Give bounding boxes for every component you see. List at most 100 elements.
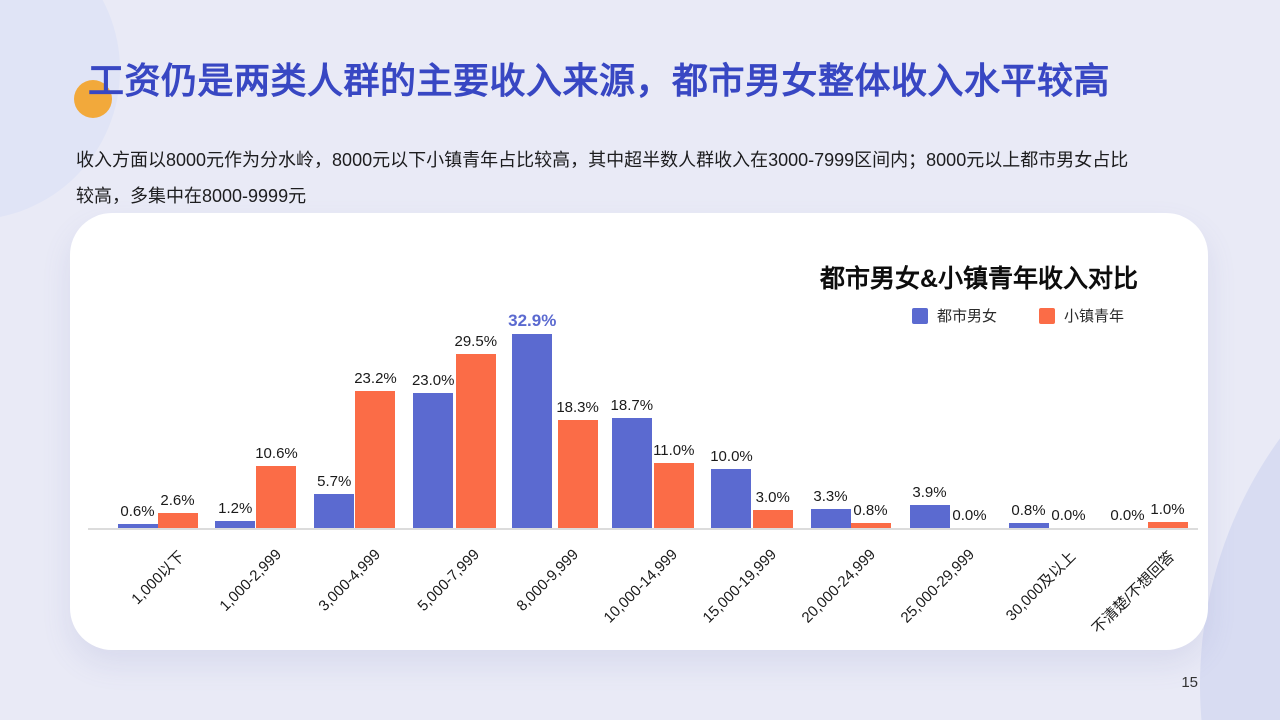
value-label: 2.6% [160,492,195,509]
bar-小镇青年-10,000-14,999 [653,463,694,528]
bar-with-label: 3.9% [909,484,950,528]
x-axis-label: 不清楚/不想回答 [1088,548,1178,638]
bar-with-label: 18.3% [556,400,599,528]
value-label: 0.8% [1011,502,1046,519]
x-axis-cell: 3,000-4,999 [306,530,405,648]
bar-with-label: 2.6% [157,492,198,528]
bar-with-label: 11.0% [653,443,694,528]
x-axis-cell: 25,000-29,999 [897,530,999,648]
value-label: 3.0% [755,489,790,506]
bar-with-label: 0.6% [117,503,158,528]
bar-group: 0.8% 0.0% [999,503,1098,528]
bar-with-label: 0.0% [1108,508,1148,528]
x-axis-label: 30,000及以上 [1002,548,1079,625]
value-label: 0.0% [952,507,987,524]
x-axis-cell: 20,000-24,999 [798,530,900,648]
legend-label: 都市男女 [936,308,997,325]
bar-with-label: 0.8% [1008,502,1049,528]
bar-with-label: 0.0% [1049,508,1089,528]
value-label: 18.3% [556,399,599,416]
bar-with-label: 5.7% [314,473,355,528]
bar-都市男女-20,000-24,999 [810,509,851,528]
value-label: 11.0% [653,442,695,459]
bar-都市男女-25,000-29,999 [909,505,950,528]
bar-都市男女-1,000-2,999 [215,521,256,528]
bar-小镇青年-5,000-7,999 [455,354,496,528]
slide-header: 工资仍是两类人群的主要收入来源，都市男女整体收入水平较高 [74,52,1111,118]
bar-group: 0.0% 1.0% [1098,502,1197,528]
bar-group: 3.3% 0.8% [801,489,900,528]
value-label: 23.0% [411,372,455,389]
bar-with-label: 1.2% [215,501,256,528]
x-axis-cell: 10,000-14,999 [600,530,702,648]
bar-小镇青年-不清楚/不想回答 [1147,522,1188,528]
bar-with-label: 0.0% [950,508,990,528]
x-axis-label: 3,000-4,999 [314,546,384,615]
bar-group: 32.9% 18.3% [504,312,603,528]
x-axis-cell: 1,000-2,999 [207,530,306,648]
bar-都市男女-5,000-7,999 [413,393,454,528]
x-axis-label: 15,000-19,999 [699,546,780,627]
bar-chart: 0.6% 2.6% 1.2% 10.6% 5.7% 23.2% 23.0% 29.5% 32.9… [88,312,1198,648]
x-axis-cell: 8,000-9,999 [504,530,603,648]
x-axis-line [88,528,1198,530]
value-label: 32.9% [508,311,557,330]
bar-group: 1.2% 10.6% [207,446,306,528]
page-number: 15 [1181,674,1198,691]
bar-都市男女-30,000及以上 [1008,523,1049,528]
x-axis-cell: 15,000-19,999 [699,530,801,648]
legend-item-0: 都市男女 [911,305,997,326]
bar-with-label: 29.5% [454,333,498,528]
bar-with-label: 32.9% [508,312,556,528]
bar-小镇青年-20,000-24,999 [850,523,891,528]
x-axis-label: 8,000-9,999 [512,546,582,615]
bar-with-label: 3.0% [752,489,793,528]
x-axis-labels: 1,000以下 1,000-2,999 3,000-4,999 5,000-7,999… [88,530,1198,648]
value-label: 1.0% [1150,501,1185,518]
value-label: 0.6% [120,503,155,520]
bar-小镇青年-8,000-9,999 [557,420,598,528]
x-axis-label: 5,000-7,999 [413,546,483,615]
bar-with-label: 23.2% [354,371,397,528]
x-axis-label: 10,000-14,999 [600,546,681,627]
x-axis-label: 1,000以下 [127,548,188,608]
value-label: 18.7% [610,397,654,414]
decor-circle-bottom-right [1200,265,1280,720]
value-label: 29.5% [454,333,498,350]
x-axis-label: 1,000-2,999 [215,546,285,615]
x-axis-label: 20,000-24,999 [798,546,879,627]
value-label: 3.3% [813,488,848,505]
bar-with-label: 1.0% [1147,501,1188,528]
slide-subtitle: 收入方面以8000元作为分水岭，8000元以下小镇青年占比较高，其中超半数人群收… [76,150,1129,206]
bar-with-label: 3.3% [810,488,851,528]
value-label: 0.0% [1110,507,1145,524]
value-label: 0.0% [1051,507,1086,524]
bar-小镇青年-3,000-4,999 [355,391,396,528]
slide-title: 工资仍是两类人群的主要收入来源，都市男女整体收入水平较高 [88,60,1111,101]
bar-with-label: 23.0% [412,373,455,528]
chart-title: 都市男女&小镇青年收入对比 [819,265,1138,293]
x-axis-label: 25,000-29,999 [897,546,978,627]
bar-都市男女-10,000-14,999 [611,418,652,528]
bar-group: 23.0% 29.5% [405,334,504,528]
bar-都市男女-8,000-9,999 [512,334,553,528]
x-axis-cell: 30,000及以上 [999,530,1098,648]
chart-card: 都市男女&小镇青年收入对比 都市男女 小镇青年 0.6% 2.6% 1.2% 10.6%… [70,213,1208,650]
value-label: 10.0% [710,448,753,465]
bar-小镇青年-1,000-2,999 [256,466,297,528]
bar-小镇青年-15,000-19,999 [752,510,793,528]
value-label: 0.8% [853,502,888,519]
bar-group: 5.7% 23.2% [306,371,405,528]
legend-swatch-icon [911,307,928,324]
bar-with-label: 0.8% [850,502,891,528]
bar-group: 3.9% 0.0% [900,485,999,528]
bar-group: 18.7% 11.0% [603,398,702,528]
value-label: 3.9% [912,484,947,501]
title-accent-circle [74,80,112,118]
bar-都市男女-3,000-4,999 [314,494,355,528]
bar-plot-area: 0.6% 2.6% 1.2% 10.6% 5.7% 23.2% 23.0% 29.5% 32.9… [88,312,1198,528]
bar-group: 0.6% 2.6% [108,493,207,528]
value-label: 5.7% [317,473,352,490]
bar-都市男女-1,000以下 [117,524,158,528]
x-axis-cell: 1,000以下 [108,530,207,648]
